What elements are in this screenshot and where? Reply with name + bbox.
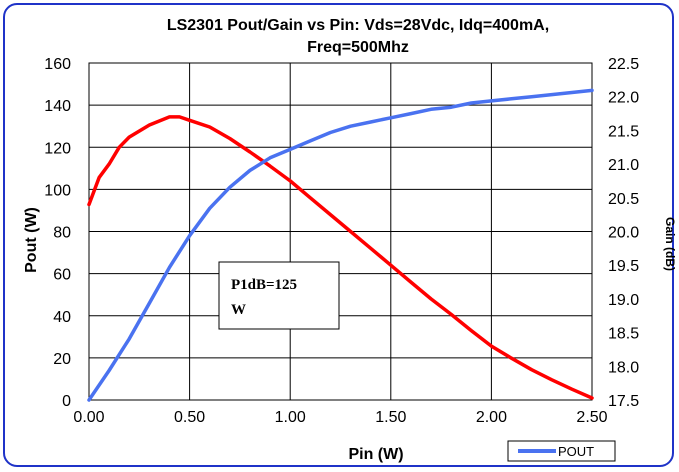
- legend: POUT: [507, 440, 616, 462]
- left-axis-label: Pout (W): [23, 207, 40, 273]
- right-tick-label: 21.0: [608, 157, 639, 174]
- x-tick-label: 1.50: [375, 409, 406, 426]
- right-tick-label: 21.5: [608, 123, 639, 140]
- right-tick-label: 20.0: [608, 225, 639, 242]
- gridlines: [88, 62, 593, 401]
- right-axis-ticks: 17.5 18.0 18.5 19.0 19.5 20.0 20.5 21.0 21.5 22.0…: [608, 56, 639, 410]
- right-tick-label: 20.5: [608, 191, 639, 208]
- left-tick-label: 0: [62, 393, 71, 410]
- x-tick-label: 2.00: [476, 409, 507, 426]
- annotation-box: P1dB=125 W: [218, 261, 340, 330]
- left-tick-label: 60: [53, 267, 71, 284]
- legend-label-pout: POUT: [558, 444, 594, 459]
- annotation-line-1: P1dB=125: [231, 277, 297, 293]
- x-tick-label: 2.50: [576, 409, 607, 426]
- chart-title-line-2: Freq=500Mhz: [307, 39, 409, 56]
- left-tick-label: 120: [44, 140, 71, 157]
- x-tick-label: 0.00: [73, 409, 104, 426]
- x-tick-label: 0.50: [174, 409, 205, 426]
- right-tick-label: 18.5: [608, 326, 639, 343]
- left-tick-label: 80: [53, 225, 71, 242]
- left-tick-label: 40: [53, 309, 71, 326]
- annotation-line-2: W: [231, 302, 246, 318]
- right-tick-label: 19.0: [608, 292, 639, 309]
- pout-series-line: [87, 88, 594, 402]
- right-tick-label: 18.0: [608, 359, 639, 376]
- chart-title-line-1: LS2301 Pout/Gain vs Pin: Vds=28Vdc, Idq=…: [167, 17, 549, 34]
- x-axis-ticks: 0.00 0.50 1.00 1.50 2.00 2.50: [73, 409, 607, 426]
- right-tick-label: 22.0: [608, 90, 639, 107]
- chart-frame: [3, 3, 674, 467]
- plot-area: [88, 62, 593, 401]
- right-axis-label: Gain (dB): [663, 217, 677, 271]
- left-axis-ticks: 0 20 40 60 80 100 120 140 160: [44, 56, 71, 410]
- x-tick-label: 1.00: [275, 409, 306, 426]
- left-tick-label: 160: [44, 56, 71, 73]
- right-tick-label: 22.5: [608, 56, 639, 73]
- x-axis-label: Pin (W): [348, 446, 403, 463]
- right-tick-label: 19.5: [608, 258, 639, 275]
- gain-series-line: [87, 115, 594, 400]
- left-tick-label: 100: [44, 182, 71, 199]
- right-tick-label: 17.5: [608, 393, 639, 410]
- left-tick-label: 140: [44, 98, 71, 115]
- left-tick-label: 20: [53, 351, 71, 368]
